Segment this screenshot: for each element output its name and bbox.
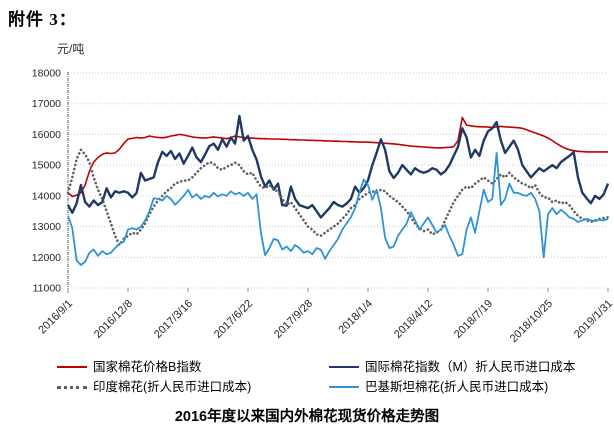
series-line-intl-m-index [66,114,610,219]
x-tick-label: 2018/4/12 [392,298,435,341]
x-tick-label: 2016/9/1 [36,298,75,337]
x-tick-label: 2018/7/19 [452,298,495,341]
legend-item-china-b-index: 国家棉花价格B指数 [57,359,329,375]
y-tick-label: 11000 [33,283,62,295]
series-line-china-b-index [67,116,608,198]
y-axis-unit-label: 元/吨 [57,42,85,56]
series-line-pakistan-cotton [67,151,609,266]
x-tick-label: 2017/6/22 [212,298,255,341]
x-tick-label: 2016/12/8 [92,298,135,341]
y-tick-label: 14000 [32,190,61,202]
legend-item-intl-m-index: 国际棉花指数（M）折人民币进口成本 [329,359,607,375]
navy-line-swatch [329,366,359,368]
chart-title: 2016年度以来国内外棉花现货价格走势图 [174,409,440,425]
x-tick-label: 2017/3/16 [152,298,195,341]
y-tick-label: 18000 [32,68,61,80]
y-tick-label: 16000 [32,129,61,141]
legend-label: 国家棉花价格B指数 [93,360,202,374]
legend-label: 国际棉花指数（M）折人民币进口成本 [365,360,576,374]
x-tick-label: 2018/1/4 [336,298,375,337]
gray-dotted-swatch [57,385,87,389]
y-tick-label: 17000 [32,98,61,110]
y-tick-label: 13000 [32,221,61,233]
attachment-heading: 附件 3： [8,10,77,29]
x-tick-label: 2019/1/31 [572,298,614,341]
legend-label: 巴基斯坦棉花(折人民币进口成本) [365,380,549,394]
legend-item-india-cotton: 印度棉花(折人民币进口成本) [57,379,329,395]
x-tick-label: 2018/10/25 [508,298,555,345]
legend-item-pakistan-cotton: 巴基斯坦棉花(折人民币进口成本) [329,379,607,395]
series-line-india-cotton [66,148,610,247]
y-tick-label: 15000 [32,160,61,172]
y-tick-label: 12000 [32,252,61,264]
x-tick-label: 2017/9/28 [272,298,315,341]
red-line-swatch [57,366,87,368]
legend-label: 印度棉花(折人民币进口成本) [93,380,252,394]
chart-legend: 国家棉花价格B指数 国际棉花指数（M）折人民币进口成本 印度棉花(折人民币进口成… [57,359,607,395]
lightblue-line-swatch [329,386,359,388]
